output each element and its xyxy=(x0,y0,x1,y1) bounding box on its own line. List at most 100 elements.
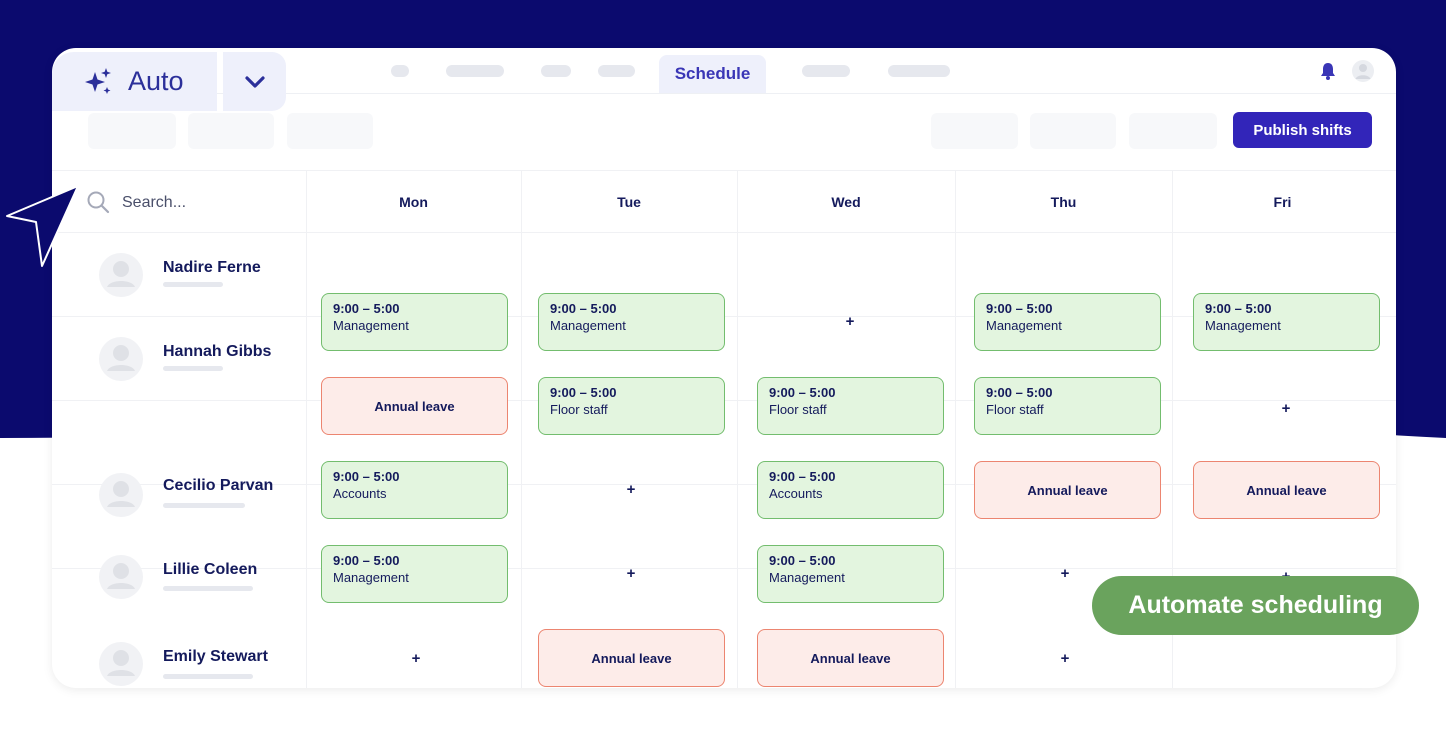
shift-role: Accounts xyxy=(333,486,387,501)
leave-label: Annual leave xyxy=(1246,482,1327,498)
leave-card[interactable]: Annual leave xyxy=(321,377,508,435)
toolbar-placeholder[interactable] xyxy=(88,113,176,149)
shift-time: 9:00 – 5:00 xyxy=(550,385,617,400)
chevron-down-icon xyxy=(244,75,265,88)
shift-time: 9:00 – 5:00 xyxy=(550,301,617,316)
nav-item-placeholder[interactable] xyxy=(391,65,409,77)
employee-detail-placeholder xyxy=(163,282,223,287)
toolbar-placeholder[interactable] xyxy=(1030,113,1116,149)
shift-role: Management xyxy=(550,318,626,333)
shift-time: 9:00 – 5:00 xyxy=(986,385,1053,400)
add-shift-button[interactable]: + xyxy=(411,650,421,667)
leave-card[interactable]: Annual leave xyxy=(974,461,1161,519)
employee-name[interactable]: Lillie Coleen xyxy=(163,561,258,578)
grid-divider xyxy=(52,170,1396,171)
day-header-fri: Fri xyxy=(1273,194,1292,210)
shift-card[interactable]: 9:00 – 5:00 Floor staff xyxy=(757,377,944,435)
nav-item-placeholder[interactable] xyxy=(598,65,635,77)
leave-card[interactable]: Annual leave xyxy=(757,629,944,687)
employee-detail-placeholder xyxy=(163,366,223,371)
shift-role: Floor staff xyxy=(769,402,827,417)
day-header-thu: Thu xyxy=(1050,194,1077,210)
auto-dropdown-button[interactable] xyxy=(223,52,286,111)
toolbar-placeholder[interactable] xyxy=(931,113,1018,149)
grid-divider xyxy=(306,170,307,688)
leave-card[interactable]: Annual leave xyxy=(538,629,725,687)
shift-time: 9:00 – 5:00 xyxy=(986,301,1053,316)
leave-label: Annual leave xyxy=(591,650,672,666)
shift-time: 9:00 – 5:00 xyxy=(769,469,836,484)
automate-scheduling-badge: Automate scheduling xyxy=(1092,576,1419,635)
leave-label: Annual leave xyxy=(1027,482,1108,498)
top-nav: Schedule xyxy=(52,48,1396,94)
shift-time: 9:00 – 5:00 xyxy=(333,469,400,484)
shift-card[interactable]: 9:00 – 5:00 Floor staff xyxy=(538,377,725,435)
employee-avatar xyxy=(99,253,143,297)
add-shift-button[interactable]: + xyxy=(1060,565,1070,582)
shift-card[interactable]: 9:00 – 5:00 Management xyxy=(538,293,725,351)
user-icon[interactable] xyxy=(1352,60,1374,82)
shift-card[interactable]: 9:00 – 5:00 Accounts xyxy=(757,461,944,519)
shift-card[interactable]: 9:00 – 5:00 Management xyxy=(321,293,508,351)
employee-name[interactable]: Cecilio Parvan xyxy=(163,477,274,494)
shift-time: 9:00 – 5:00 xyxy=(333,301,400,316)
day-header-mon: Mon xyxy=(399,194,428,210)
shift-role: Floor staff xyxy=(550,402,608,417)
toolbar-placeholder[interactable] xyxy=(1129,113,1217,149)
tab-schedule[interactable]: Schedule xyxy=(659,55,766,93)
bell-icon[interactable] xyxy=(1318,61,1338,81)
add-shift-button[interactable]: + xyxy=(1281,400,1291,417)
search-icon[interactable] xyxy=(86,190,110,214)
nav-item-placeholder[interactable] xyxy=(888,65,950,77)
grid-divider xyxy=(52,232,1396,233)
shift-card[interactable]: 9:00 – 5:00 Management xyxy=(1193,293,1380,351)
cursor-arrow-icon xyxy=(6,185,79,267)
shift-time: 9:00 – 5:00 xyxy=(769,385,836,400)
employee-detail-placeholder xyxy=(163,503,245,508)
toolbar-placeholder[interactable] xyxy=(188,113,274,149)
employee-avatar xyxy=(99,642,143,686)
employee-name[interactable]: Emily Stewart xyxy=(163,648,268,665)
leave-card[interactable]: Annual leave xyxy=(1193,461,1380,519)
sparkles-icon xyxy=(85,67,111,94)
shift-role: Management xyxy=(769,570,845,585)
employee-avatar xyxy=(99,473,143,517)
shift-card[interactable]: 9:00 – 5:00 Accounts xyxy=(321,461,508,519)
schedule-grid: Mon Tue Wed Thu Fri Nadire Ferne 9:00 – … xyxy=(52,170,1396,688)
grid-divider xyxy=(955,170,956,688)
toolbar-placeholder[interactable] xyxy=(287,113,373,149)
employee-detail-placeholder xyxy=(163,674,253,679)
add-shift-button[interactable]: + xyxy=(1060,650,1070,667)
shift-time: 9:00 – 5:00 xyxy=(769,553,836,568)
day-header-wed: Wed xyxy=(831,194,861,210)
shift-card[interactable]: 9:00 – 5:00 Management xyxy=(321,545,508,603)
shift-card[interactable]: 9:00 – 5:00 Management xyxy=(757,545,944,603)
search-input[interactable] xyxy=(122,190,292,216)
shift-role: Floor staff xyxy=(986,402,1044,417)
leave-label: Annual leave xyxy=(810,650,891,666)
day-header-tue: Tue xyxy=(617,194,641,210)
employee-name[interactable]: Nadire Ferne xyxy=(163,259,261,276)
nav-item-placeholder[interactable] xyxy=(802,65,850,77)
shift-time: 9:00 – 5:00 xyxy=(333,553,400,568)
add-shift-button[interactable]: + xyxy=(626,565,636,582)
auto-label: Auto xyxy=(128,66,184,96)
nav-item-placeholder[interactable] xyxy=(541,65,571,77)
shift-card[interactable]: 9:00 – 5:00 Floor staff xyxy=(974,377,1161,435)
employee-detail-placeholder xyxy=(163,586,253,591)
grid-divider xyxy=(737,170,738,688)
shift-time: 9:00 – 5:00 xyxy=(1205,301,1272,316)
leave-label: Annual leave xyxy=(374,398,455,414)
grid-divider xyxy=(52,568,1396,569)
add-shift-button[interactable]: + xyxy=(845,313,855,330)
employee-avatar xyxy=(99,555,143,599)
auto-schedule-button[interactable]: Auto xyxy=(52,52,217,111)
nav-item-placeholder[interactable] xyxy=(446,65,504,77)
publish-shifts-button[interactable]: Publish shifts xyxy=(1233,112,1372,148)
employee-name[interactable]: Hannah Gibbs xyxy=(163,343,272,360)
shift-role: Management xyxy=(333,318,409,333)
grid-divider xyxy=(521,170,522,688)
add-shift-button[interactable]: + xyxy=(626,481,636,498)
employee-avatar xyxy=(99,337,143,381)
shift-card[interactable]: 9:00 – 5:00 Management xyxy=(974,293,1161,351)
